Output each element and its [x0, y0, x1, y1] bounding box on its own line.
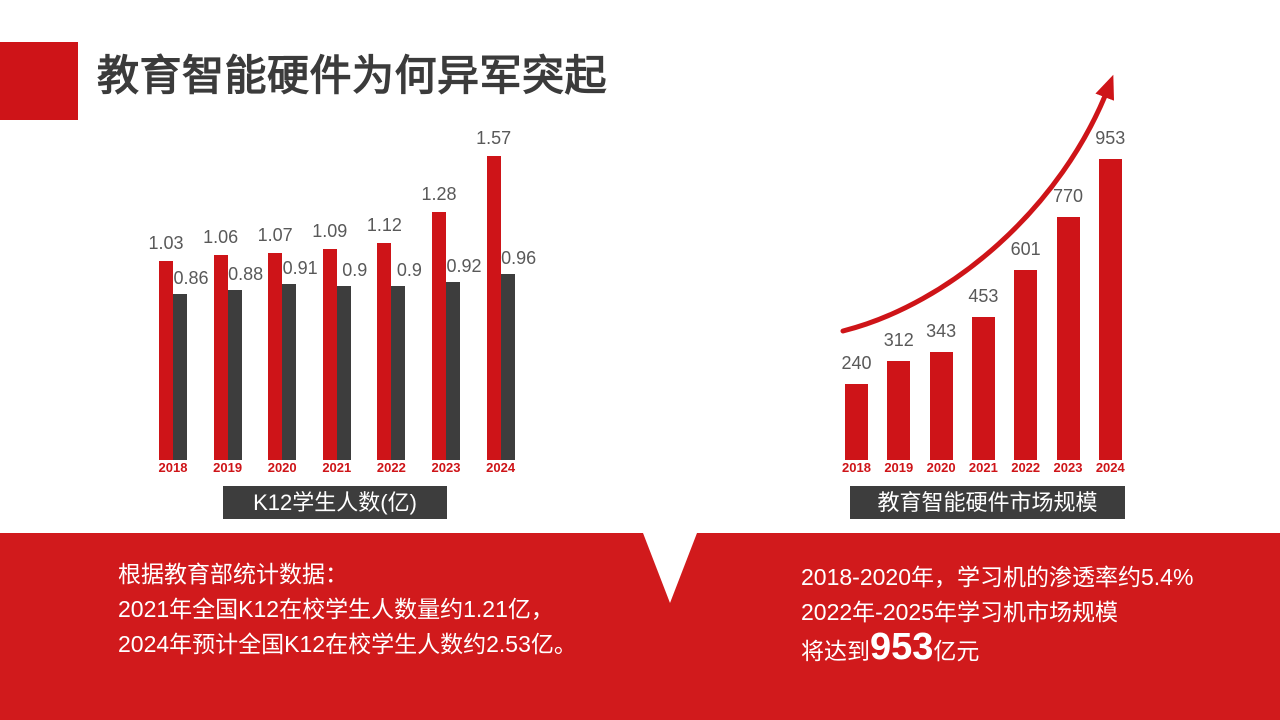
footer-right-line-3: 将达到953亿元: [801, 628, 1193, 669]
market-value-label: 770: [1052, 186, 1084, 206]
k12-year-label: 2018: [158, 460, 188, 475]
market-year-label: 2023: [1053, 460, 1083, 475]
footer-left-line-1: 根据教育部统计数据：: [118, 561, 348, 587]
k12-red-value-label: 1.28: [421, 184, 457, 204]
highlight-suffix: 亿元: [933, 638, 980, 664]
k12-dark-bar: [391, 286, 406, 460]
growth-arrow-icon: [840, 74, 1115, 334]
k12-year-label: 2022: [376, 460, 406, 475]
market-bar: [887, 361, 911, 460]
market-bar: [845, 384, 868, 460]
highlight-value: 953: [870, 626, 934, 668]
footer-band: 根据教育部统计数据： 2021年全国K12在校学生人数量约1.21亿， 2024…: [0, 533, 1280, 720]
k12-dark-bar: [173, 294, 187, 460]
k12-dark-value-label: 0.92: [446, 256, 482, 276]
market-value-label: 312: [883, 330, 914, 350]
k12-red-bar: [213, 255, 228, 460]
market-year-label: 2018: [842, 460, 871, 475]
k12-dark-value-label: 0.88: [228, 264, 264, 284]
k12-dark-bar: [446, 282, 460, 460]
highlight-prefix: 将达到: [801, 638, 870, 664]
market-year-label: 2021: [968, 460, 998, 475]
k12-year-label: 2020: [267, 460, 297, 475]
k12-year-label: 2024: [486, 460, 516, 475]
band-notch-triangle: [643, 533, 697, 603]
market-value-label: 601: [1010, 239, 1041, 259]
footer-right-line-2: 2022年-2025年学习机市场规模: [801, 599, 1118, 625]
k12-red-bar: [268, 253, 283, 460]
k12-red-value-label: 1.06: [203, 227, 239, 247]
market-bar: [1014, 270, 1038, 460]
market-bar: [929, 352, 953, 460]
k12-red-value-label: 1.09: [312, 221, 348, 241]
k12-red-bar: [432, 212, 446, 460]
k12-year-label: 2023: [431, 460, 461, 475]
market-year-label: 2019: [884, 460, 914, 475]
k12-red-bar: [159, 261, 173, 460]
page-title: 教育智能硬件为何异军突起: [97, 52, 608, 99]
market-year-label: 2020: [926, 460, 956, 475]
k12-red-value-label: 1.57: [476, 128, 512, 148]
k12-dark-value-label: 0.96: [501, 248, 537, 268]
k12-dark-bar: [336, 286, 351, 460]
title-accent-square: [0, 42, 78, 120]
footer-left-line-3: 2024年预计全国K12在校学生人数约2.53亿。: [118, 631, 577, 657]
k12-year-label: 2019: [213, 460, 243, 475]
k12-dark-value-label: 0.91: [282, 258, 318, 278]
k12-red-value-label: 1.07: [257, 225, 293, 245]
market-bar: [1056, 217, 1080, 460]
k12-year-label: 2021: [322, 460, 352, 475]
market-bar: [971, 317, 995, 460]
footer-right-line-1: 2018-2020年，学习机的渗透率约5.4%: [801, 564, 1194, 590]
k12-red-bar: [486, 156, 501, 460]
market-value-label: 453: [968, 286, 999, 306]
market-year-label: 2022: [1011, 460, 1041, 475]
market-value-label: 343: [926, 321, 957, 341]
market-chart-caption: 教育智能硬件市场规模: [850, 486, 1125, 519]
market-value-label: 240: [841, 353, 872, 373]
k12-red-bar: [322, 249, 337, 460]
k12-dark-value-label: 0.86: [173, 268, 209, 288]
k12-red-value-label: 1.12: [366, 215, 402, 235]
k12-dark-value-label: 0.9: [396, 260, 422, 280]
k12-dark-bar: [282, 284, 297, 460]
footer-left-text: 根据教育部统计数据： 2021年全国K12在校学生人数量约1.21亿， 2024…: [118, 557, 577, 662]
market-bar: [1098, 159, 1122, 460]
k12-red-value-label: 1.03: [148, 233, 184, 253]
footer-left-line-2: 2021年全国K12在校学生人数量约1.21亿，: [118, 596, 554, 622]
footer-right-text: 2018-2020年，学习机的渗透率约5.4% 2022年-2025年学习机市场…: [801, 560, 1193, 669]
k12-dark-bar: [500, 274, 515, 460]
k12-chart-caption: K12学生人数(亿): [223, 486, 447, 519]
market-value-label: 953: [1095, 128, 1126, 148]
k12-dark-value-label: 0.9: [342, 260, 368, 280]
market-year-label: 2024: [1095, 460, 1125, 475]
k12-dark-bar: [227, 290, 242, 460]
k12-red-bar: [377, 243, 392, 460]
